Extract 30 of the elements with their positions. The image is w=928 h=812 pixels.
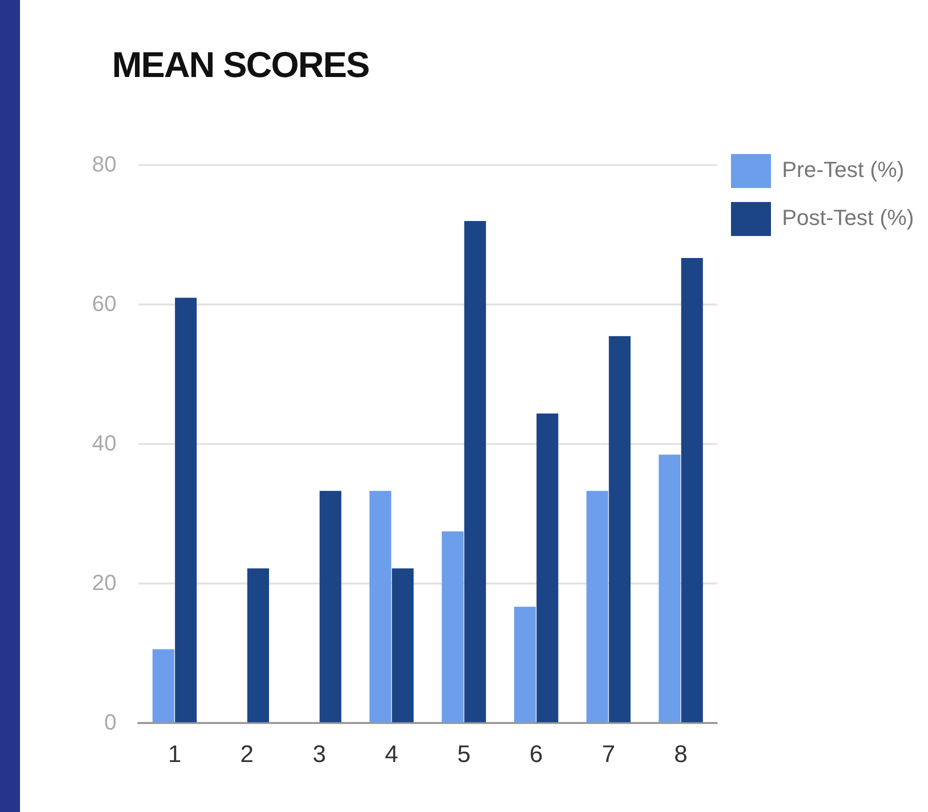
legend-label: Pre-Test (%) bbox=[782, 157, 904, 182]
x-tick-label: 1 bbox=[168, 741, 182, 768]
y-tick-label: 0 bbox=[104, 709, 116, 734]
bar bbox=[320, 490, 342, 722]
y-tick-label: 60 bbox=[92, 290, 116, 316]
bar bbox=[608, 336, 631, 722]
legend-label: Post-Test (%) bbox=[782, 205, 914, 230]
x-tick-label: 3 bbox=[312, 741, 326, 768]
y-tick-label: 40 bbox=[92, 430, 116, 456]
x-tick-label: 6 bbox=[530, 741, 543, 768]
bar bbox=[464, 221, 486, 722]
y-tick-label: 20 bbox=[92, 570, 116, 595]
bar bbox=[442, 531, 464, 722]
bar bbox=[369, 490, 392, 722]
bar bbox=[536, 414, 558, 722]
x-tick-label: 4 bbox=[384, 741, 398, 768]
x-tick-label: 8 bbox=[674, 741, 688, 768]
bar bbox=[514, 606, 536, 722]
bar bbox=[247, 568, 270, 722]
x-tick-label: 5 bbox=[457, 741, 471, 768]
y-tick-label: 80 bbox=[92, 151, 116, 176]
bar bbox=[586, 490, 608, 722]
chart-title: MEAN SCORES bbox=[112, 44, 370, 86]
bar bbox=[174, 298, 197, 722]
bar bbox=[681, 258, 703, 722]
x-tick-label: 7 bbox=[602, 741, 616, 768]
bar bbox=[392, 568, 414, 722]
x-tick-label: 2 bbox=[240, 741, 254, 768]
bar bbox=[658, 454, 680, 722]
bar bbox=[152, 649, 174, 722]
